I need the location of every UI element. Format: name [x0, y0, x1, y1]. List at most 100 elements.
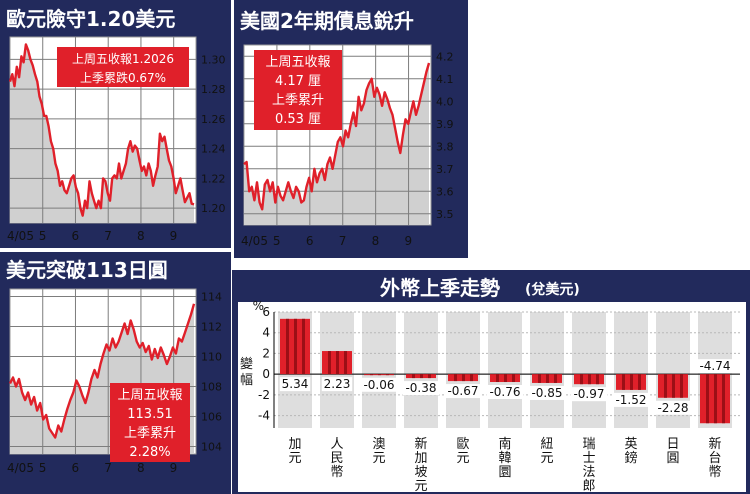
category-label: 郎 [582, 479, 595, 494]
eur-panel: 歐元險守1.20美元 1.30 1.28 1.26 1.24 1.22 1.20 4/05 5 6… [0, 0, 231, 248]
bar-stripe [714, 374, 717, 424]
x-tick-label: 4/05 [7, 461, 34, 475]
bar-stripe [336, 351, 339, 375]
chart-subtitle: (兌美元) [525, 281, 580, 298]
bar-stripe [538, 374, 541, 383]
series-line [243, 62, 431, 211]
category-label: 新 [708, 436, 721, 452]
category-label: 幣 [708, 465, 721, 480]
bar-stripe [344, 351, 347, 375]
bar-stripe [412, 374, 415, 379]
bar-stripe [504, 374, 507, 383]
category-label: 台 [708, 451, 721, 466]
category-label: 新 [414, 436, 427, 452]
bar-stripe [454, 374, 457, 382]
data-label: -0.76 [489, 385, 520, 399]
bar-stripe [370, 374, 373, 376]
y-tick-label: 4.1 [436, 73, 454, 86]
annotation-text: 113.51 [127, 407, 173, 422]
y-tick-label: 108 [201, 381, 222, 394]
chart-title: 美元突破113日圓 [6, 258, 168, 282]
y-tick-label: 1.30 [201, 53, 226, 66]
bar-stripe [664, 374, 667, 398]
y-tick-label: 114 [201, 291, 222, 304]
y-tick-label: 3.9 [436, 118, 454, 131]
x-tick-label: 8 [137, 461, 145, 475]
bar-stripe [706, 374, 709, 424]
y-axis-title: 變 [240, 356, 253, 372]
category-label: 韓 [498, 451, 511, 466]
bar-stripe [302, 318, 305, 375]
column-background [404, 312, 438, 428]
category-label: 人 [330, 437, 343, 452]
y-tick-label: 4 [262, 326, 270, 340]
x-tick-label: 7 [104, 461, 112, 475]
y-tick-label: 1.20 [201, 202, 226, 215]
y-tick-label: -4 [258, 409, 270, 423]
chart-title: 外幣上季走勢 [380, 276, 500, 300]
chart-title: 美國2年期債息銳升 [240, 9, 414, 33]
data-label: -0.97 [573, 387, 604, 401]
data-label-bg [654, 400, 692, 415]
data-label-bg [696, 359, 734, 374]
x-tick-label: 5 [39, 461, 47, 475]
bar-stripe [470, 374, 473, 382]
y-tick-label: 104 [201, 441, 222, 454]
bar-stripe [580, 374, 583, 385]
x-tick-label: 9 [405, 234, 413, 248]
column-background [572, 312, 606, 428]
y-tick-label: 4.2 [436, 50, 454, 63]
bar-stripe [680, 374, 683, 398]
x-tick-label: 5 [39, 229, 47, 243]
x-tick-label: 6 [71, 229, 79, 243]
x-tick-label: 4/05 [7, 229, 34, 243]
category-label: 元 [288, 451, 301, 466]
bar-stripe [420, 374, 423, 379]
category-label: 日 [666, 437, 679, 452]
data-label: -0.06 [363, 378, 394, 392]
category-label: 士 [582, 451, 595, 466]
x-tick-label: 6 [71, 461, 79, 475]
column-background [614, 312, 648, 428]
y-tick-label: 1.24 [201, 143, 226, 156]
data-label: -0.85 [531, 386, 562, 400]
annotation-box [254, 50, 342, 130]
category-label: 元 [540, 451, 553, 466]
x-tick-label: 7 [339, 234, 347, 248]
y-tick-label: 3.6 [436, 185, 454, 198]
bar-stripe [294, 318, 297, 375]
data-label-bg [570, 387, 608, 402]
usdjpy-chart: 美元突破113日圓 114 112 110 108 106 104 4/05 5 6 7 8 9 上周五收… [0, 252, 231, 494]
y-axis-title: 幅 [240, 373, 253, 388]
annotation-box [57, 47, 189, 87]
data-label-bg [612, 392, 650, 407]
x-tick-label: 7 [104, 229, 112, 243]
category-label: 紐 [540, 437, 553, 452]
data-label-bg [486, 385, 524, 400]
us2y-panel: 美國2年期債息銳升 4.2 4.1 4.0 3.9 3.8 3.7 3.6 3.5 4/05 5 6 7… [234, 0, 468, 258]
data-label: -2.28 [657, 401, 688, 415]
y-tick-label: 4.0 [436, 95, 454, 108]
column-background [362, 312, 396, 428]
category-label: 英 [624, 437, 637, 452]
bar-stripe [672, 374, 675, 398]
annotation-text: 上季累跌0.67% [80, 70, 166, 85]
category-label: 瑞 [582, 437, 595, 452]
column-background [446, 312, 480, 428]
x-tick-label: 9 [170, 461, 178, 475]
data-label: -1.52 [615, 393, 646, 407]
data-label-bg [528, 385, 566, 400]
y-tick-label: 0 [262, 367, 270, 381]
y-unit-label: % [253, 299, 264, 313]
annotation-text: 0.53 厘 [275, 112, 321, 127]
category-label: 元 [456, 451, 469, 466]
bar-stripe [722, 374, 725, 424]
category-label: 元 [414, 479, 427, 494]
category-label: 元 [372, 451, 385, 466]
usdjpy-panel: 美元突破113日圓 114 112 110 108 106 104 4/05 5 6 7 8 9 上周五收… [0, 252, 231, 494]
category-label: 加 [288, 437, 301, 452]
y-tick-label: 3.5 [436, 208, 454, 221]
bar-stripe [428, 374, 431, 379]
annotation-text: 上季累升 [272, 93, 324, 108]
